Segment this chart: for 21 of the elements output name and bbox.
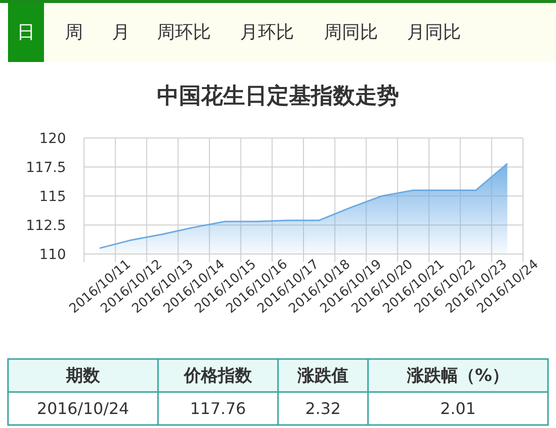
y-tick-label: 115 [39,188,66,205]
text: 月同比 [407,22,461,43]
text: 期数 [65,366,101,386]
y-tick-label: 110 [39,246,66,263]
y-tick-label: 112.5 [26,218,66,234]
text: 月环比 [240,22,294,43]
chart-title: 中国花生日定基指数走势 [157,83,399,109]
y-tick-label: 120 [39,130,66,147]
text: 价格指数 [183,366,253,386]
text: 月 [112,22,130,43]
text: 2.01 [440,399,476,418]
text: 涨跌幅（%） [406,366,510,386]
text: 周同比 [324,22,378,43]
text: 涨跌值 [296,366,348,386]
text: 2.32 [305,399,341,418]
text: 日 [17,22,35,43]
text: 周 [65,22,83,43]
y-tick-label: 117.5 [26,160,66,176]
text: 周环比 [157,22,211,43]
text: 2016/10/24 [36,399,130,418]
text: 117.76 [190,399,246,418]
